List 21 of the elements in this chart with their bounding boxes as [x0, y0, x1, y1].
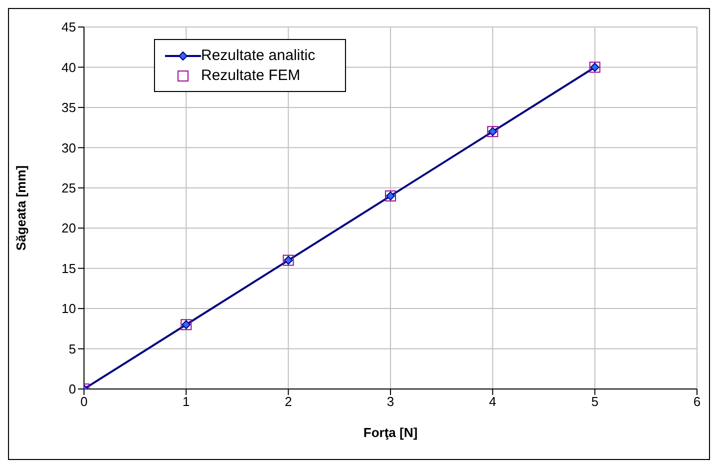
y-axis-title: Săgeata [mm]	[14, 165, 29, 251]
y-tick-label: 40	[62, 60, 76, 75]
y-tick-label: 45	[62, 20, 76, 35]
x-tick-label: 2	[284, 394, 292, 410]
x-tick-label: 5	[591, 394, 598, 410]
y-tick-label: 15	[62, 260, 76, 276]
x-tick-label: 3	[386, 394, 394, 410]
x-tick-label: 4	[489, 394, 496, 410]
y-tick-label: 30	[62, 140, 76, 156]
y-tick-label: 5	[68, 341, 76, 356]
legend-label: Rezultate analitic	[201, 47, 316, 64]
y-tick-label: 10	[62, 301, 76, 316]
x-tick-label: 6	[693, 394, 701, 410]
x-tick-label: 1	[182, 394, 190, 410]
y-tick-label: 35	[62, 100, 76, 116]
y-tick-label: 20	[62, 220, 76, 236]
y-tick-label: 0	[68, 382, 76, 397]
x-axis-title: Forţa [N]	[363, 425, 418, 440]
y-tick-label: 25	[62, 180, 76, 196]
x-tick-label: 0	[80, 394, 88, 410]
legend-label: Rezultate FEM	[201, 67, 300, 84]
